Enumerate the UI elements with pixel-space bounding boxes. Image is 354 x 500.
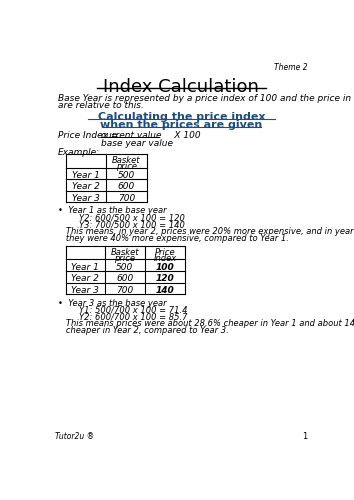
Text: X 100: X 100 [160,131,201,140]
Text: Theme 2: Theme 2 [274,63,308,72]
Text: Basket: Basket [110,248,139,257]
Text: This means, in year 2, prices were 20% more expensive, and in year 3,: This means, in year 2, prices were 20% m… [58,227,354,236]
Text: when the prices are given: when the prices are given [100,120,263,130]
Text: price: price [116,162,137,172]
Text: Index: Index [154,254,177,263]
Text: current value: current value [101,131,161,140]
Text: 100: 100 [156,262,175,272]
Text: they were 40% more expensive, compared to Year 1.: they were 40% more expensive, compared t… [58,234,289,243]
Text: 500: 500 [116,262,133,272]
Text: Year 1: Year 1 [72,171,100,180]
Text: Calculating the price index: Calculating the price index [98,112,265,122]
Text: •  Year 3 as the base year: • Year 3 as the base year [58,298,167,308]
Text: Y2: 600/500 x 100 = 120: Y2: 600/500 x 100 = 120 [58,213,185,222]
Text: 600: 600 [116,274,133,283]
Text: This means prices were about 28.6% cheaper in Year 1 and about 14.3%: This means prices were about 28.6% cheap… [58,320,354,328]
Text: cheaper in Year 2, compared to Year 3.: cheaper in Year 2, compared to Year 3. [58,326,229,336]
Text: 700: 700 [118,194,135,203]
Text: Example:: Example: [58,148,100,157]
Text: 600: 600 [118,182,135,192]
Text: Y1: 500/700 x 100 = 71.4: Y1: 500/700 x 100 = 71.4 [58,306,188,314]
Text: 500: 500 [118,171,135,180]
Text: Year 2: Year 2 [72,182,100,192]
Text: price: price [114,254,135,263]
Text: Base Year is represented by a price index of 100 and the price in other years: Base Year is represented by a price inde… [58,94,354,103]
Text: Index Calculation: Index Calculation [103,78,259,96]
Text: Year 3: Year 3 [72,286,99,294]
Text: Tutor2u ®: Tutor2u ® [55,432,95,441]
Text: Year 1: Year 1 [72,262,99,272]
Text: 120: 120 [156,274,175,283]
Text: Y2: 600/700 x 100 = 85.7: Y2: 600/700 x 100 = 85.7 [58,312,188,322]
Text: Year 2: Year 2 [72,274,99,283]
Text: Year 3: Year 3 [72,194,100,203]
Text: are relative to this.: are relative to this. [58,101,144,110]
Text: Price: Price [155,248,176,257]
Text: •  Year 1 as the base year: • Year 1 as the base year [58,206,167,216]
Text: 140: 140 [156,286,175,294]
Text: Price Index =: Price Index = [58,131,121,140]
Text: 1: 1 [303,432,308,441]
Text: 700: 700 [116,286,133,294]
Text: Basket: Basket [112,156,141,165]
Text: base year value: base year value [101,138,173,147]
Text: Y3: 700/500 x 100 = 140: Y3: 700/500 x 100 = 140 [58,220,185,229]
